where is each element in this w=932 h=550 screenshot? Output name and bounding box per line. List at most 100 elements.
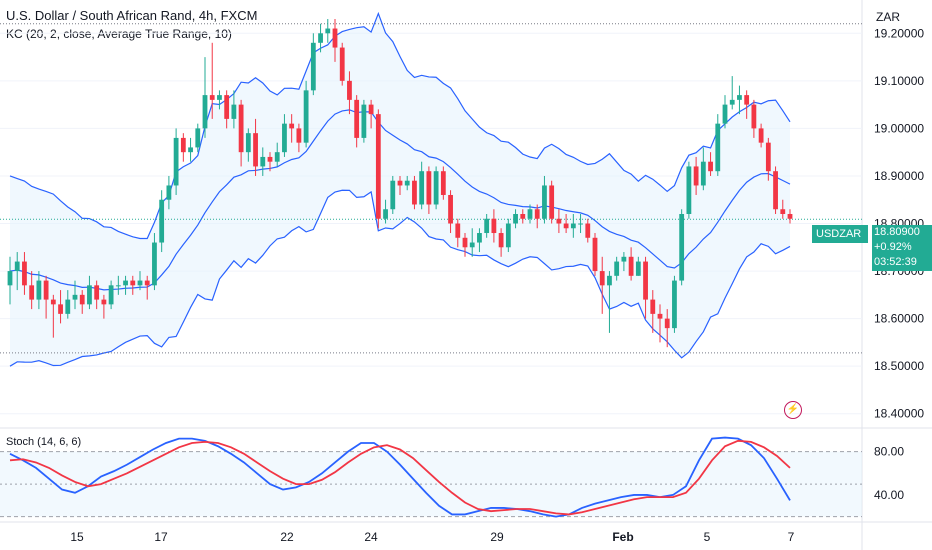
candle xyxy=(722,95,728,129)
candle xyxy=(751,99,757,138)
x-tick-label: 7 xyxy=(788,530,795,544)
stoch-tick-label: 80.00 xyxy=(874,445,904,459)
candle xyxy=(79,290,85,314)
candle xyxy=(303,80,309,148)
candle-body xyxy=(238,104,244,153)
candle xyxy=(542,175,547,224)
candle-body xyxy=(628,256,634,276)
candle-body xyxy=(368,104,374,115)
candle-body xyxy=(361,104,367,138)
candle-body xyxy=(592,237,598,272)
candle xyxy=(383,199,388,224)
last-price: 18.80900 xyxy=(874,226,920,238)
candle-body xyxy=(144,280,150,286)
candle-body xyxy=(570,223,576,229)
x-tick-label: 24 xyxy=(364,530,378,544)
indicator-label: KC (20, 2, close, Average True Range, 10… xyxy=(6,27,232,41)
candle-body xyxy=(657,313,663,319)
candle-body xyxy=(520,214,526,219)
candle xyxy=(491,209,497,243)
candle xyxy=(260,147,266,176)
y-tick-label: 19.00000 xyxy=(874,121,924,135)
candle xyxy=(635,256,641,276)
candle xyxy=(267,152,273,172)
candle xyxy=(253,118,258,176)
candle-body xyxy=(65,299,71,314)
candle-body xyxy=(173,137,179,186)
candle xyxy=(180,133,186,162)
candle-body xyxy=(498,233,504,248)
chart-title: U.S. Dollar / South African Rand, 4h, FX… xyxy=(6,8,258,23)
candle-body xyxy=(180,137,186,153)
candle xyxy=(354,95,360,148)
candle-body xyxy=(599,271,605,286)
candle xyxy=(513,209,518,229)
candle xyxy=(412,175,417,210)
candle xyxy=(318,23,323,53)
candle-body xyxy=(643,261,648,300)
candle xyxy=(137,271,143,291)
candle xyxy=(130,275,136,295)
candle-body xyxy=(58,304,63,314)
candle-body xyxy=(339,47,345,81)
candle xyxy=(773,166,778,214)
candle-body xyxy=(303,90,309,143)
candle-body xyxy=(549,185,555,219)
candle-body xyxy=(664,318,670,329)
candle xyxy=(29,271,35,310)
candle-body xyxy=(404,180,410,186)
candle xyxy=(397,175,403,195)
candle-body xyxy=(455,223,461,238)
bar-countdown: 03:52:39 xyxy=(874,256,917,268)
candle-body xyxy=(130,280,136,286)
candle xyxy=(368,99,374,129)
x-tick-label: 22 xyxy=(280,530,294,544)
x-tick-label: 15 xyxy=(70,530,84,544)
candle-body xyxy=(462,237,468,248)
candle-body xyxy=(708,161,713,172)
candle xyxy=(202,57,208,138)
candle xyxy=(238,99,244,167)
candle-body xyxy=(765,142,771,172)
candle-body xyxy=(195,128,201,148)
lightning-icon[interactable]: ⚡ xyxy=(784,401,802,419)
candle-body xyxy=(773,171,778,210)
candle-body xyxy=(542,185,547,219)
candle xyxy=(43,275,49,319)
candle xyxy=(585,218,591,243)
candle-body xyxy=(614,261,620,276)
candle xyxy=(484,214,490,238)
candle xyxy=(188,137,193,162)
candle-body xyxy=(426,171,432,205)
candle xyxy=(375,109,381,229)
candle-body xyxy=(209,95,215,100)
y-tick-label: 19.20000 xyxy=(874,26,924,40)
stoch-d-line xyxy=(9,439,791,516)
candle xyxy=(787,209,793,224)
candle xyxy=(737,85,742,115)
candle-body xyxy=(737,95,742,100)
candle-body xyxy=(563,223,569,229)
price-tag: 18.80900 +0.92% 03:52:39 xyxy=(872,225,932,271)
candle xyxy=(708,152,713,176)
candle xyxy=(686,161,692,219)
candle xyxy=(310,33,316,96)
candle xyxy=(440,166,446,200)
candle xyxy=(527,204,533,224)
candle-body xyxy=(325,28,331,34)
candle-body xyxy=(686,166,692,214)
candle xyxy=(245,128,251,162)
candle xyxy=(224,90,230,129)
candle-body xyxy=(477,233,482,243)
candle-body xyxy=(722,104,728,124)
candle xyxy=(679,209,685,286)
candle-body xyxy=(310,42,316,91)
candle-body xyxy=(159,199,165,243)
x-tick-label: Feb xyxy=(612,530,633,544)
candle xyxy=(144,275,150,300)
candle-body xyxy=(108,285,114,305)
candle xyxy=(115,275,121,295)
candle xyxy=(152,233,157,291)
candle xyxy=(173,128,179,195)
